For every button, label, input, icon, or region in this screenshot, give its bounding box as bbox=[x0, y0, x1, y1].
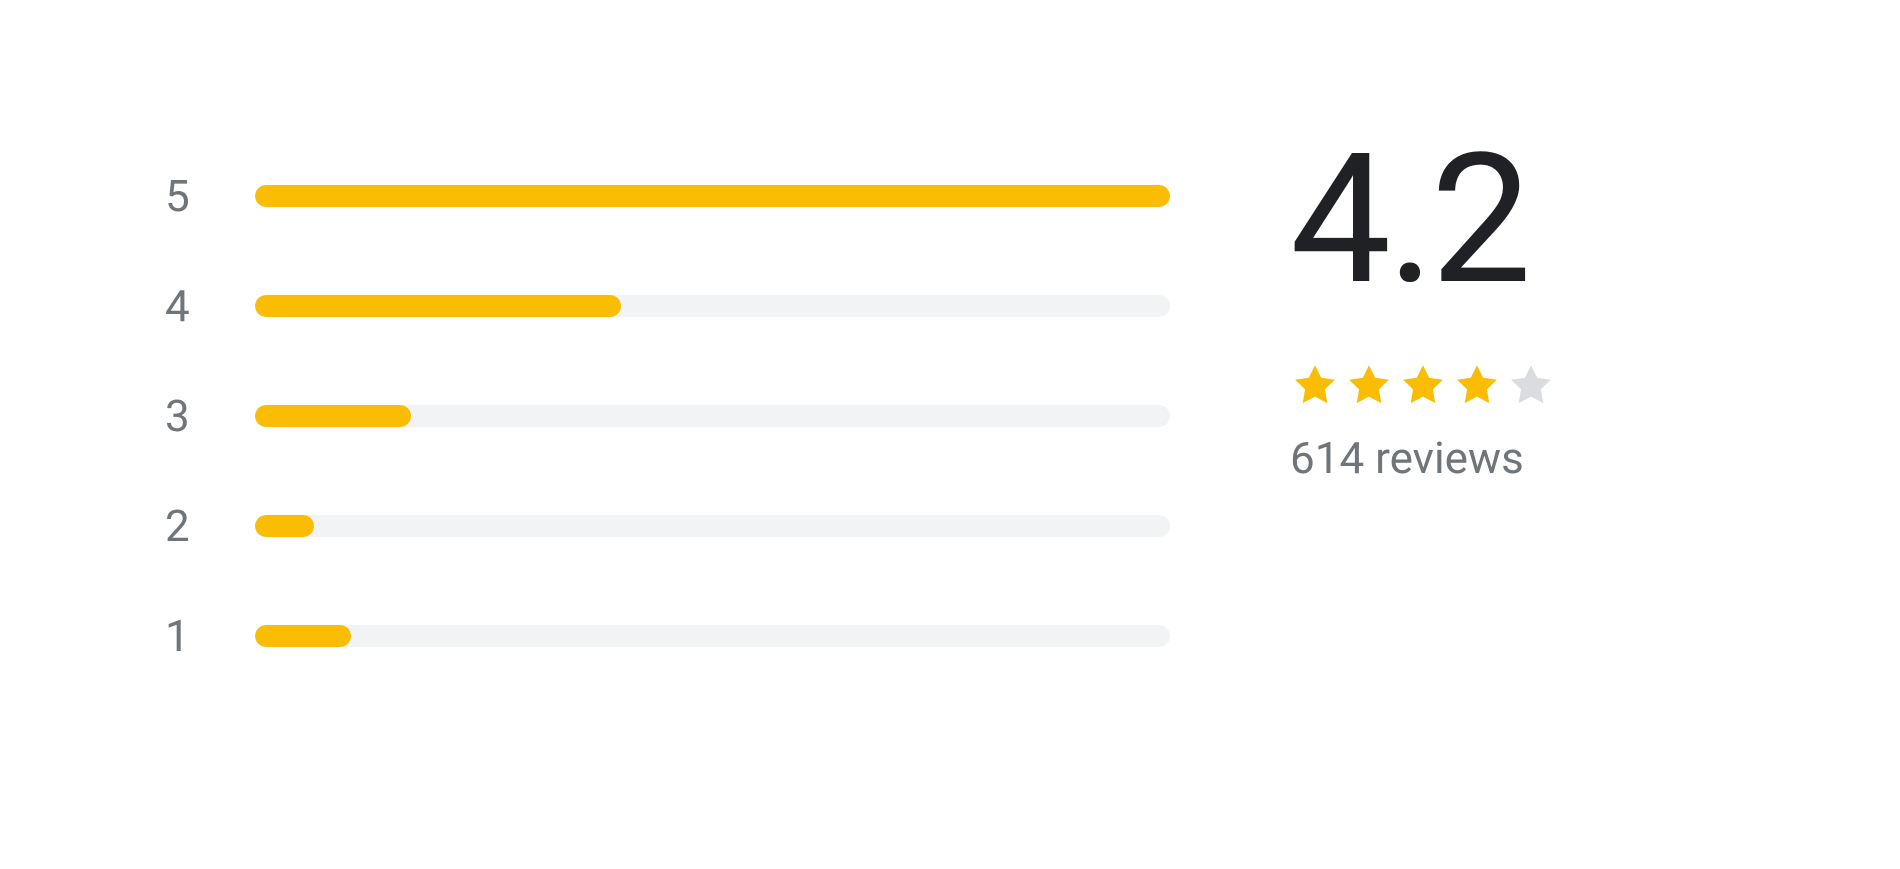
rating-bar-label: 1 bbox=[165, 610, 195, 662]
rating-bar-row: 2 bbox=[165, 500, 1170, 552]
rating-bar-track bbox=[255, 515, 1170, 537]
rating-bar-row: 5 bbox=[165, 170, 1170, 222]
rating-bar-row: 3 bbox=[165, 390, 1170, 442]
rating-bar-fill bbox=[255, 185, 1170, 207]
rating-bar-row: 1 bbox=[165, 610, 1170, 662]
star-icon bbox=[1398, 360, 1448, 410]
rating-distribution: 5 4 3 2 1 bbox=[165, 170, 1170, 662]
star-icon bbox=[1290, 360, 1340, 410]
rating-bar-label: 2 bbox=[165, 500, 195, 552]
rating-bar-track bbox=[255, 185, 1170, 207]
review-count: 614 reviews bbox=[1290, 432, 1524, 484]
rating-bar-label: 4 bbox=[165, 280, 195, 332]
rating-summary-container: 5 4 3 2 1 bbox=[165, 170, 1556, 662]
rating-bar-label: 5 bbox=[165, 170, 195, 222]
rating-bar-fill bbox=[255, 625, 351, 647]
rating-bar-track bbox=[255, 405, 1170, 427]
rating-bar-fill bbox=[255, 295, 621, 317]
star-icon bbox=[1452, 360, 1502, 410]
rating-value: 4.2 bbox=[1290, 130, 1528, 310]
rating-bar-track bbox=[255, 625, 1170, 647]
rating-bar-label: 3 bbox=[165, 390, 195, 442]
rating-bar-track bbox=[255, 295, 1170, 317]
rating-summary: 4.2 614 reviews bbox=[1290, 130, 1556, 484]
star-icon bbox=[1344, 360, 1394, 410]
rating-bar-fill bbox=[255, 405, 411, 427]
star-icon bbox=[1506, 360, 1556, 410]
rating-bar-row: 4 bbox=[165, 280, 1170, 332]
stars-row bbox=[1290, 360, 1556, 410]
rating-bar-fill bbox=[255, 515, 314, 537]
